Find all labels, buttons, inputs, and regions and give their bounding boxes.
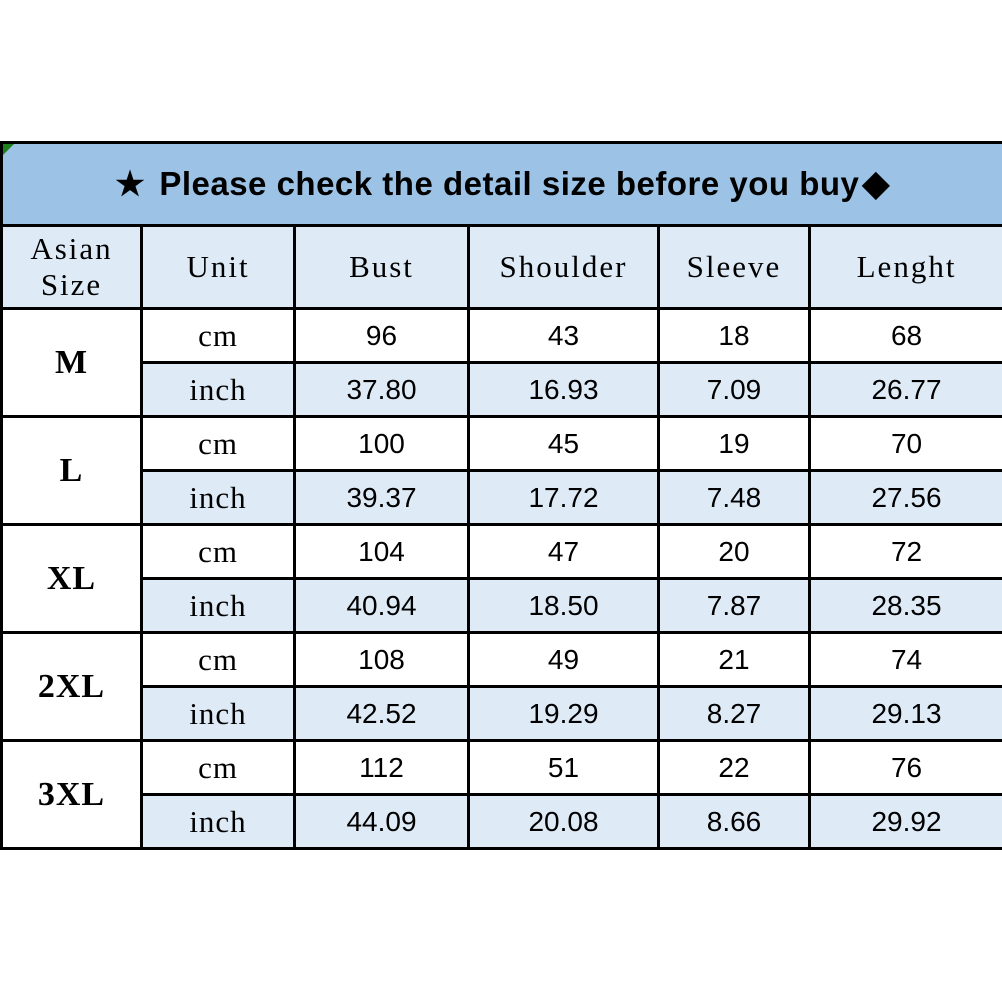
bust-value: 39.37 bbox=[293, 469, 470, 526]
length-value: 27.56 bbox=[807, 469, 1002, 526]
bust-value: 96 bbox=[293, 307, 470, 364]
size-row-cm: XL cm 104 47 20 72 bbox=[0, 523, 1002, 634]
banner-row: ★ Please check the detail size before you… bbox=[0, 141, 1002, 227]
size-label: L bbox=[0, 415, 143, 526]
sleeve-value: 7.48 bbox=[657, 469, 811, 526]
shoulder-value: 49 bbox=[467, 631, 660, 688]
col-header-asian-size: Asian Size bbox=[0, 224, 143, 310]
sleeve-value: 8.66 bbox=[657, 793, 811, 850]
header-row: Asian Size Unit Bust Shoulder Sleeve Len… bbox=[0, 224, 1002, 310]
unit-label-inch: inch bbox=[140, 577, 296, 634]
size-label: 2XL bbox=[0, 631, 143, 742]
sleeve-value: 20 bbox=[657, 523, 811, 580]
unit-label-inch: inch bbox=[140, 361, 296, 418]
shoulder-value: 51 bbox=[467, 739, 660, 796]
sleeve-value: 7.87 bbox=[657, 577, 811, 634]
sleeve-value: 18 bbox=[657, 307, 811, 364]
size-row-inch: inch 37.80 16.93 7.09 26.77 bbox=[2, 361, 1002, 418]
banner-text: Please check the detail size before you … bbox=[159, 165, 860, 202]
unit-label-cm: cm bbox=[140, 739, 296, 796]
length-value: 70 bbox=[807, 415, 1002, 472]
length-value: 74 bbox=[807, 631, 1002, 688]
size-chart-table: ★ Please check the detail size before you… bbox=[0, 141, 1002, 850]
length-value: 68 bbox=[807, 307, 1002, 364]
size-row-cm: M cm 96 43 18 68 bbox=[0, 307, 1002, 418]
star-icon: ★ bbox=[115, 165, 146, 202]
shoulder-value: 43 bbox=[467, 307, 660, 364]
length-value: 29.13 bbox=[807, 685, 1002, 742]
size-row-cm: L cm 100 45 19 70 bbox=[0, 415, 1002, 526]
bust-value: 44.09 bbox=[293, 793, 470, 850]
unit-label-inch: inch bbox=[140, 793, 296, 850]
length-value: 76 bbox=[807, 739, 1002, 796]
bust-value: 37.80 bbox=[293, 361, 470, 418]
size-row-inch: inch 42.52 19.29 8.27 29.13 bbox=[2, 685, 1002, 742]
shoulder-value: 19.29 bbox=[467, 685, 660, 742]
col-header-sleeve: Sleeve bbox=[657, 224, 811, 310]
length-value: 28.35 bbox=[807, 577, 1002, 634]
size-row-cm: 2XL cm 108 49 21 74 bbox=[0, 631, 1002, 742]
col-header-shoulder: Shoulder bbox=[467, 224, 660, 310]
bust-value: 112 bbox=[293, 739, 470, 796]
unit-label-cm: cm bbox=[140, 307, 296, 364]
unit-label-cm: cm bbox=[140, 631, 296, 688]
length-value: 72 bbox=[807, 523, 1002, 580]
shoulder-value: 18.50 bbox=[467, 577, 660, 634]
col-header-unit: Unit bbox=[140, 224, 296, 310]
shoulder-value: 47 bbox=[467, 523, 660, 580]
size-row-inch: inch 44.09 20.08 8.66 29.92 bbox=[2, 793, 1002, 850]
length-value: 29.92 bbox=[807, 793, 1002, 850]
shoulder-value: 20.08 bbox=[467, 793, 660, 850]
size-row-cm: 3XL cm 112 51 22 76 bbox=[0, 739, 1002, 850]
sleeve-value: 8.27 bbox=[657, 685, 811, 742]
bust-value: 108 bbox=[293, 631, 470, 688]
shoulder-value: 16.93 bbox=[467, 361, 660, 418]
sleeve-value: 21 bbox=[657, 631, 811, 688]
size-row-inch: inch 39.37 17.72 7.48 27.56 bbox=[2, 469, 1002, 526]
sleeve-value: 7.09 bbox=[657, 361, 811, 418]
unit-label-inch: inch bbox=[140, 469, 296, 526]
bust-value: 104 bbox=[293, 523, 470, 580]
bust-value: 42.52 bbox=[293, 685, 470, 742]
green-corner-marker-icon bbox=[4, 145, 14, 155]
size-label: 3XL bbox=[0, 739, 143, 850]
length-value: 26.77 bbox=[807, 361, 1002, 418]
bust-value: 40.94 bbox=[293, 577, 470, 634]
bust-value: 100 bbox=[293, 415, 470, 472]
unit-label-cm: cm bbox=[140, 523, 296, 580]
col-header-bust: Bust bbox=[293, 224, 470, 310]
size-row-inch: inch 40.94 18.50 7.87 28.35 bbox=[2, 577, 1002, 634]
unit-label-inch: inch bbox=[140, 685, 296, 742]
banner: ★ Please check the detail size before you… bbox=[0, 141, 1002, 227]
sleeve-value: 19 bbox=[657, 415, 811, 472]
shoulder-value: 45 bbox=[467, 415, 660, 472]
sleeve-value: 22 bbox=[657, 739, 811, 796]
shoulder-value: 17.72 bbox=[467, 469, 660, 526]
diamond-icon: ◆ bbox=[862, 164, 890, 203]
size-label: M bbox=[0, 307, 143, 418]
size-label: XL bbox=[0, 523, 143, 634]
col-header-length: Lenght bbox=[807, 224, 1002, 310]
unit-label-cm: cm bbox=[140, 415, 296, 472]
